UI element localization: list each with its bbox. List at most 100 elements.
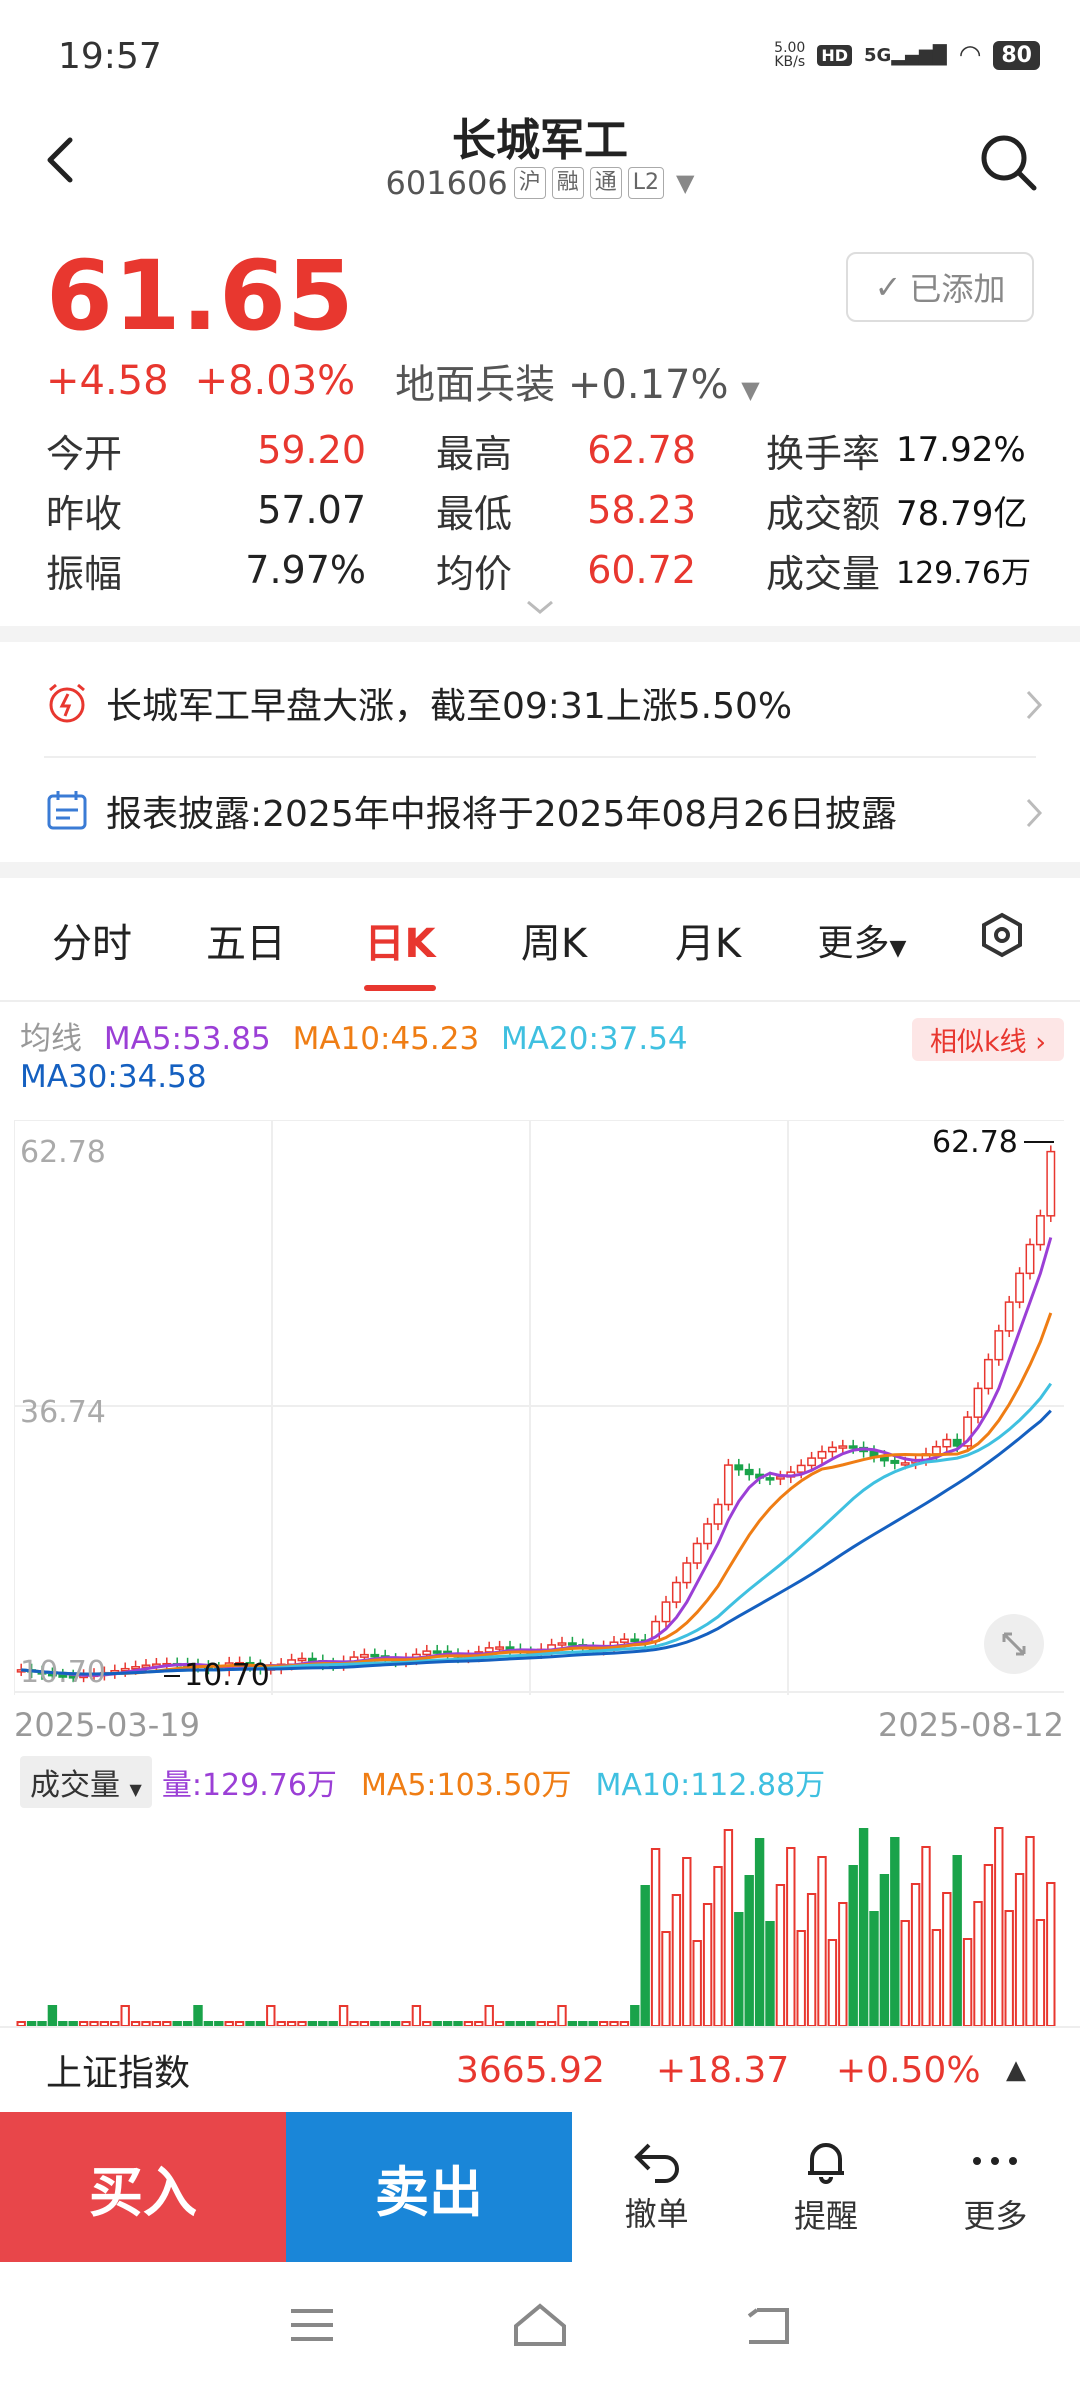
volume-bar	[120, 2005, 130, 2026]
expand-icon	[1002, 1632, 1026, 1656]
expand-stats-button[interactable]	[520, 596, 560, 620]
tab-more[interactable]: 更多▼	[817, 923, 907, 964]
volume-bar	[1014, 1873, 1025, 2026]
tag-sh: 沪	[513, 167, 546, 199]
volume-bar	[578, 2021, 588, 2026]
chevron-right-icon	[1026, 690, 1043, 720]
candle	[1035, 1215, 1045, 1246]
candle	[838, 1445, 848, 1449]
x-start-date: 2025-03-19	[14, 1706, 200, 1744]
more-button[interactable]: 更多	[911, 2112, 1080, 2262]
more-label: 更多	[963, 2197, 1028, 2235]
back-button[interactable]	[40, 130, 90, 190]
tab-intraday[interactable]: 分时	[52, 921, 132, 967]
volume-bar	[858, 1828, 869, 2026]
ma5-line	[21, 1237, 1053, 1677]
volume-bar	[442, 2021, 453, 2026]
candle	[900, 1462, 910, 1466]
candle	[495, 1646, 505, 1650]
back-nav-icon[interactable]	[743, 2302, 793, 2348]
volume-bar	[453, 2021, 463, 2026]
system-nav-bar	[0, 2262, 1080, 2388]
volume-bar	[494, 2021, 505, 2026]
open-label: 今开	[46, 431, 123, 476]
amplitude-value: 7.97%	[245, 548, 366, 592]
volume-bar	[68, 2021, 78, 2026]
volume-bar	[806, 1893, 817, 2026]
candle	[692, 1542, 702, 1564]
section-separator	[0, 626, 1080, 642]
tab-5day[interactable]: 五日	[206, 921, 286, 967]
chevron-down-icon	[527, 600, 553, 614]
sector-link[interactable]: 地面兵装 +0.17% ▼	[395, 362, 760, 408]
stock-code: 601606	[385, 164, 508, 202]
bell-icon	[807, 2143, 844, 2184]
news-divider	[44, 756, 1036, 758]
candle	[131, 1666, 141, 1670]
search-icon	[981, 135, 1037, 191]
sell-button[interactable]: 卖出	[286, 2112, 572, 2262]
current-price: 61.65	[46, 240, 355, 352]
candle	[297, 1657, 307, 1662]
bottom-action-bar: 买入 卖出 撤单 提醒 更多	[0, 2112, 1080, 2262]
volume-bar	[983, 1864, 994, 2026]
ma30-value: MA30:34.58	[20, 1059, 207, 1095]
news-text: 报表披露:2025年中报将于2025年08月26日披露	[106, 794, 897, 835]
candle	[890, 1459, 900, 1464]
candle	[973, 1387, 983, 1418]
volume-bar	[546, 2021, 557, 2026]
news-item[interactable]: 报表披露:2025年中报将于2025年08月26日披露	[0, 758, 1080, 864]
volume-bar	[505, 2021, 515, 2026]
volume-bar	[172, 2021, 182, 2026]
index-pct: +0.50%	[836, 2049, 981, 2091]
buy-button[interactable]: 买入	[0, 2112, 286, 2262]
volume-bar	[411, 2005, 422, 2026]
candle	[723, 1464, 733, 1506]
chart-settings-button[interactable]	[924, 911, 1080, 969]
vol-ma10: MA10:112.88万	[595, 1768, 826, 1803]
tab-monthly-k[interactable]: 月K	[674, 921, 742, 967]
tab-weekly-k[interactable]: 周K	[520, 921, 588, 967]
cancel-order-button[interactable]: 撤单	[572, 2112, 741, 2262]
candlestick-chart[interactable]: 62.78 36.74 10.70 62.78 10.70	[14, 1120, 1064, 1695]
volume-bar	[817, 1856, 827, 2026]
volume-bar	[640, 1885, 650, 2026]
stock-code-row[interactable]: 601606 沪 融 通 L2 ▼	[0, 164, 1080, 202]
y-tick-mid: 36.74	[20, 1395, 106, 1430]
quote-stats: 今开 59.20 最高 62.78 换手率 17.92% 昨收 57.07 最低…	[46, 420, 1036, 600]
volume-bar	[162, 2021, 172, 2026]
volume-bar	[619, 2021, 630, 2026]
candle	[630, 1638, 640, 1643]
volume-bar	[931, 1929, 942, 2026]
volume-bar	[962, 1938, 973, 2026]
volume-bar	[432, 2021, 442, 2026]
volume-bar	[422, 2021, 432, 2026]
candle	[619, 1638, 629, 1643]
similar-k-button[interactable]: 相似k线 ›	[911, 1018, 1064, 1061]
alert-button[interactable]: 提醒	[741, 2112, 910, 2262]
volume-bar	[1025, 1836, 1035, 2026]
ma20-value: MA20:37.54	[501, 1021, 688, 1057]
more-dots-icon	[973, 2157, 1018, 2165]
volume-bar	[141, 2021, 151, 2026]
stock-header: 长城军工 601606 沪 融 通 L2 ▼	[0, 100, 1080, 220]
volume-bar	[286, 2021, 297, 2026]
added-watchlist-button[interactable]: ✓ 已添加	[846, 252, 1034, 322]
candle	[807, 1457, 817, 1467]
min-price-label: 10.70	[184, 1658, 270, 1693]
index-bar[interactable]: 上证指数 3665.92 +18.37 +0.50% ▲	[0, 2026, 1080, 2112]
volume-value: 129.76万	[896, 556, 1031, 591]
news-item[interactable]: 长城军工早盘大涨，截至09:31上涨5.50%	[0, 650, 1080, 756]
volume-chart[interactable]	[14, 1800, 1064, 2026]
tab-daily-k[interactable]: 日K	[308, 911, 492, 969]
search-button[interactable]	[976, 130, 1040, 194]
volume-bar	[765, 1921, 775, 2026]
tag-l2: L2	[627, 167, 664, 199]
home-icon[interactable]	[510, 2300, 570, 2350]
volume-bar	[401, 2021, 411, 2026]
menu-icon[interactable]	[287, 2305, 337, 2345]
amount-value: 78.79亿	[896, 493, 1028, 534]
volume-selector[interactable]: 成交量 ▼	[20, 1756, 152, 1808]
alarm-icon	[49, 683, 85, 723]
volume-bar	[879, 1874, 890, 2026]
